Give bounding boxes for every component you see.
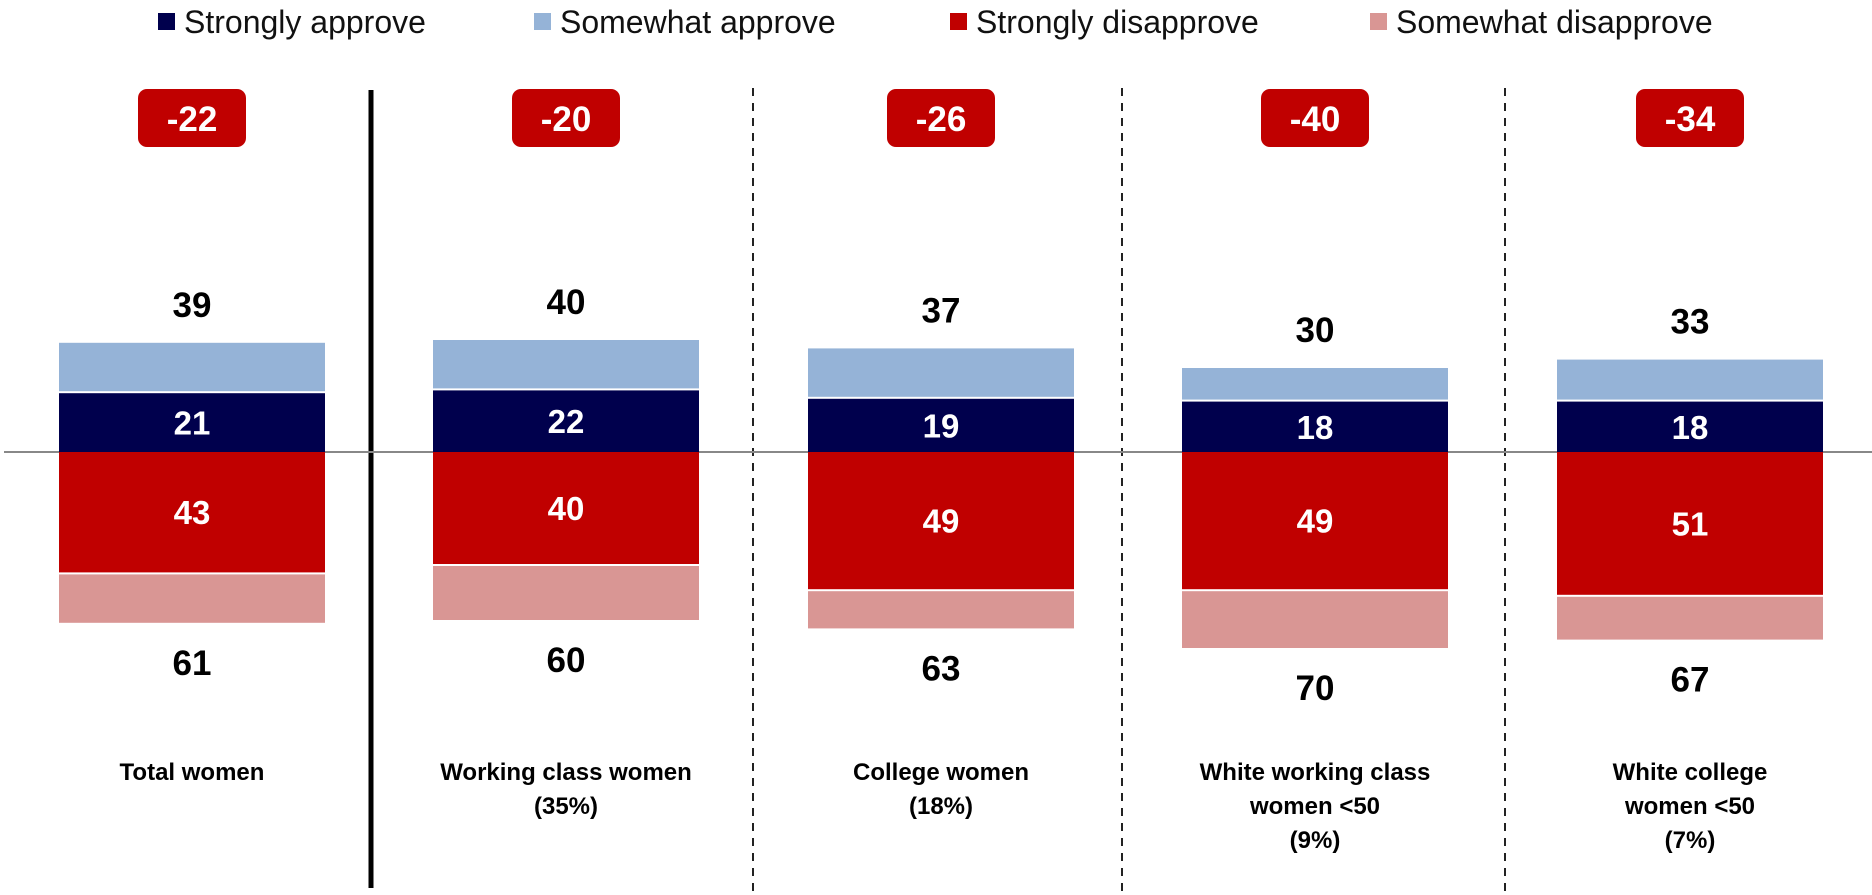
net-value-2: -20 [541, 100, 592, 139]
bar-somewhat-disapprove-1 [59, 574, 325, 623]
net-badge-3 [887, 89, 995, 147]
bar-group-3: 19 49 37 63 -26 College women (18%) [808, 89, 1074, 820]
bar-somewhat-approve-3 [808, 348, 1074, 397]
net-value-4: -40 [1290, 100, 1341, 139]
bar-strongly-approve-3 [808, 398, 1074, 452]
category-label-1-line-1: Total women [120, 759, 265, 786]
net-badge-4 [1261, 89, 1369, 147]
group-dividers [368, 88, 1506, 895]
legend-swatch-1 [158, 13, 175, 30]
disapprove-total-5: 67 [1671, 661, 1710, 700]
approve-total-2: 40 [547, 283, 586, 322]
bar-strongly-disapprove-2 [433, 452, 699, 564]
category-label-4-line-2: women <50 [1249, 793, 1380, 820]
approve-total-1: 39 [173, 286, 212, 325]
label-strongly-disapprove-4: 49 [1297, 503, 1334, 540]
bar-somewhat-approve-4 [1182, 368, 1448, 400]
label-strongly-disapprove-1: 43 [174, 494, 211, 531]
bar-somewhat-approve-2 [433, 340, 699, 389]
legend-label-3: Strongly disapprove [976, 4, 1259, 40]
legend-swatch-2 [534, 13, 551, 30]
category-label-5-line-1: White college [1613, 759, 1768, 786]
bar-somewhat-disapprove-2 [433, 566, 699, 620]
category-label-4-line-3: (9%) [1290, 827, 1341, 854]
legend: Strongly approve Somewhat approve Strongly… [158, 4, 1713, 40]
category-label-2-line-2: (35%) [534, 793, 598, 820]
category-label-3-line-1: College women [853, 759, 1029, 786]
disapprove-total-1: 61 [173, 644, 212, 683]
disapprove-total-2: 60 [547, 641, 586, 680]
category-label-4-line-1: White working class [1200, 759, 1431, 786]
label-strongly-approve-4: 18 [1297, 409, 1334, 446]
label-strongly-disapprove-5: 51 [1672, 505, 1709, 542]
bar-somewhat-approve-1 [59, 342, 325, 392]
category-label-5-line-2: women <50 [1624, 793, 1755, 820]
bar-strongly-approve-2 [433, 390, 699, 452]
net-value-3: -26 [916, 100, 967, 139]
net-value-1: -22 [167, 100, 218, 139]
disapprove-total-3: 63 [922, 649, 961, 688]
disapprove-total-4: 70 [1296, 669, 1335, 708]
bar-strongly-disapprove-4 [1182, 452, 1448, 590]
label-strongly-approve-5: 18 [1672, 409, 1709, 446]
legend-label-2: Somewhat approve [560, 4, 836, 40]
bar-somewhat-disapprove-5 [1557, 596, 1823, 640]
bar-group-5: 18 51 33 67 -34 White college women <50 (7%) [1557, 89, 1823, 854]
bar-somewhat-disapprove-3 [808, 591, 1074, 629]
bar-group-1: 21 43 39 61 -22 Total women [59, 89, 325, 786]
category-label-5-line-3: (7%) [1665, 827, 1716, 854]
legend-swatch-3 [950, 13, 967, 30]
bar-group-4: 18 49 30 70 -40 White working class women <50 (… [1182, 89, 1448, 854]
bar-strongly-disapprove-3 [808, 452, 1074, 590]
category-label-2-line-1: Working class women [440, 759, 692, 786]
bar-somewhat-approve-5 [1557, 359, 1823, 400]
label-strongly-disapprove-2: 40 [548, 490, 585, 527]
net-badge-1 [138, 89, 246, 147]
legend-label-4: Somewhat disapprove [1396, 4, 1713, 40]
bar-strongly-disapprove-1 [59, 452, 325, 573]
net-badge-5 [1636, 89, 1744, 147]
label-strongly-approve-3: 19 [923, 407, 960, 444]
label-strongly-approve-2: 22 [548, 403, 585, 440]
bar-strongly-disapprove-5 [1557, 452, 1823, 595]
label-strongly-disapprove-3: 49 [923, 503, 960, 540]
approve-total-5: 33 [1671, 303, 1710, 342]
legend-swatch-4 [1370, 13, 1387, 30]
net-badge-2 [512, 89, 620, 147]
legend-label-1: Strongly approve [184, 4, 426, 40]
bar-group-2: 22 40 40 60 -20 Working class women (35%) [433, 89, 699, 820]
category-label-3-line-2: (18%) [909, 793, 973, 820]
approve-total-3: 37 [922, 291, 961, 330]
bar-strongly-approve-1 [59, 393, 325, 452]
net-value-5: -34 [1665, 100, 1716, 139]
bar-strongly-approve-4 [1182, 401, 1448, 452]
bar-somewhat-disapprove-4 [1182, 591, 1448, 648]
label-strongly-approve-1: 21 [174, 405, 211, 442]
bar-strongly-approve-5 [1557, 401, 1823, 452]
approve-total-4: 30 [1296, 311, 1335, 350]
bar-groups: 21 43 39 61 -22 Total women 22 40 40 60 -20 Working… [59, 89, 1823, 854]
